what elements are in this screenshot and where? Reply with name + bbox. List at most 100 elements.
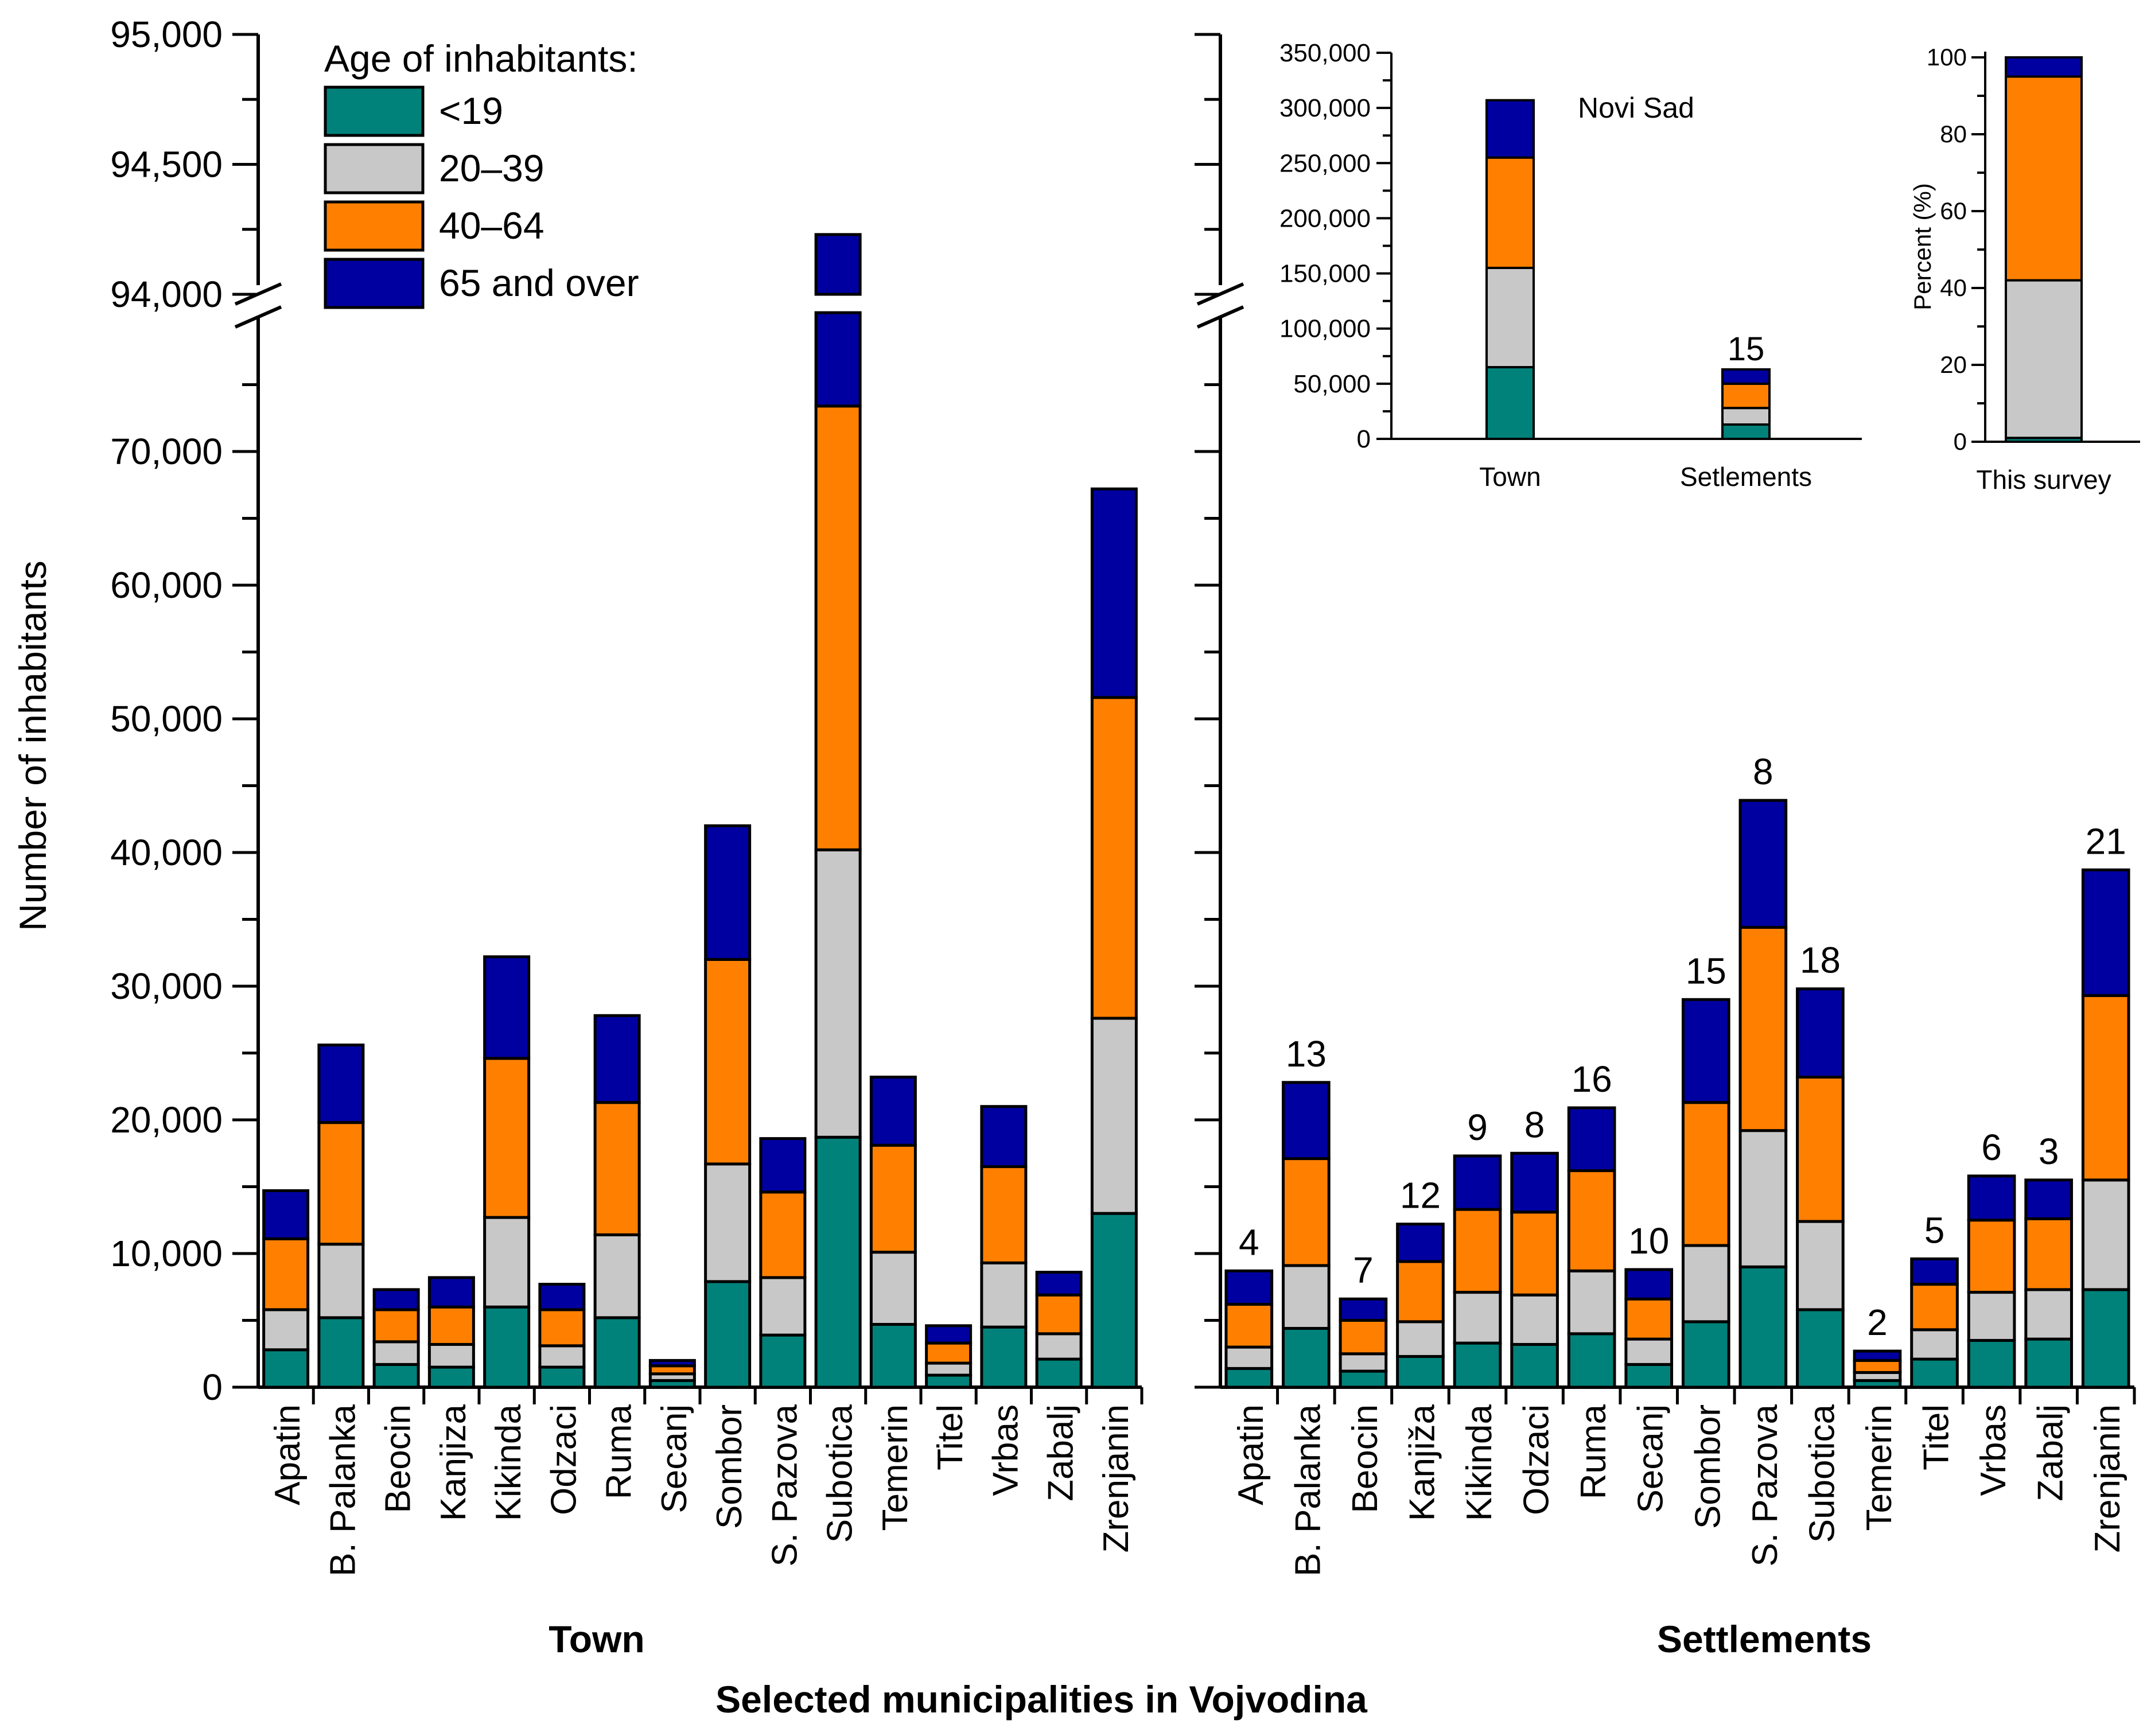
bar-segment (925, 1324, 973, 1345)
category-label: Odzaci (1517, 1404, 1557, 1515)
category-label: Titel (1917, 1404, 1957, 1470)
bar-segment (759, 1190, 807, 1279)
bar-segment (1224, 1367, 1274, 1389)
bar-segment (1567, 1106, 1616, 1173)
legend-swatch (324, 200, 425, 252)
bar-segment (317, 1121, 365, 1246)
bar-segment (483, 1216, 531, 1309)
y-tick-label: 70,000 (110, 431, 223, 472)
bar-segment (1738, 799, 1788, 929)
bar-segment (1796, 1308, 1845, 1389)
y-tick-label: 30,000 (110, 966, 223, 1007)
survey-inset-chart: 0 20 40 60 80 100 Percent (%) This survey (1909, 44, 2140, 495)
y-tick-label: 150,000 (1279, 260, 1371, 288)
bar-segment (1967, 1291, 2016, 1342)
category-label: Sombor (710, 1404, 749, 1529)
bar-segment (538, 1344, 586, 1369)
bar-segment (2024, 1178, 2073, 1220)
bar-count-label: 15 (1686, 950, 1726, 991)
category-label: Temerin (876, 1404, 915, 1531)
legend-label: 40–64 (439, 204, 544, 247)
bar-segment (1090, 1212, 1138, 1389)
legend-swatch (324, 258, 425, 309)
category-label: Vrbas (986, 1404, 1025, 1496)
y-tick-label: 40,000 (110, 832, 223, 873)
bar-segment (2024, 1217, 2073, 1291)
novi-sad-inset-chart: 0 50,000 100,000 150,000 200,000 250,000 300,0… (1279, 39, 1862, 492)
bar-segment (1396, 1354, 1445, 1389)
category-label: Ruma (600, 1404, 639, 1499)
bar-segment (1567, 1332, 1616, 1389)
bar-segment (1339, 1369, 1388, 1389)
category-label: Subotica (820, 1404, 860, 1543)
bar-segment (538, 1365, 586, 1389)
category-label: Zabalj (1041, 1404, 1081, 1501)
bar-segment (1485, 266, 1535, 369)
bar-count-label: 6 (1981, 1127, 2002, 1168)
category-label: S. Pazova (1745, 1404, 1785, 1566)
legend-title: Age of inhabitants: (324, 37, 638, 80)
bar-segment (1910, 1257, 1959, 1286)
bar-segment (925, 1341, 973, 1365)
axis-break-mark (234, 305, 282, 329)
bar-segment (1681, 1101, 1730, 1247)
category-label: This survey (1976, 465, 2111, 495)
bar-segment (1485, 156, 1535, 269)
bar-segment (814, 1135, 862, 1389)
bar-segment (1339, 1297, 1388, 1322)
bar-segment (1282, 1326, 1331, 1389)
bar-segment (1224, 1345, 1274, 1370)
y-tick-label: 95,000 (110, 14, 223, 55)
bar-segment (1035, 1271, 1083, 1297)
bar-segment (1721, 407, 1771, 426)
bar-segment (704, 1162, 752, 1283)
category-label: Apatin (268, 1404, 308, 1505)
category-label: Town (1479, 462, 1541, 492)
settlements-bar-chart: 4 Apatin 13 B. Palanka 7 Beocin 12 Kanjiža 9 Kiki… (1195, 33, 2136, 1577)
legend-label: <19 (439, 89, 503, 132)
bar-count-label: 4 (1239, 1221, 1259, 1263)
bar-segment (1721, 382, 1771, 410)
bar-segment (1681, 998, 1730, 1104)
bar-segment (648, 1359, 696, 1368)
bar-segment (1396, 1320, 1445, 1358)
category-label: Zrenjanin (2088, 1404, 2127, 1552)
bar-segment (1796, 987, 1845, 1079)
bar-count-label: 15 (1728, 330, 1765, 368)
bar-segment (1396, 1260, 1445, 1324)
inset-title: Novi Sad (1578, 92, 1694, 124)
bar-segment (1090, 1017, 1138, 1215)
bar-segment (980, 1325, 1028, 1389)
bar-count-label: 21 (2086, 820, 2126, 862)
bar-segment (1910, 1357, 1959, 1389)
bar-segment (1681, 1244, 1730, 1324)
bar-segment (1967, 1219, 2016, 1294)
bar-segment (2081, 868, 2130, 997)
category-label: Secanj (1631, 1404, 1671, 1513)
y-tick-label: 0 (202, 1367, 223, 1408)
bar-segment (2024, 1337, 2073, 1389)
y-tick-label: 20,000 (110, 1099, 223, 1141)
town-bar-chart: 0 10,000 20,000 30,000 40,000 50,000 60,000 70,… (110, 14, 1143, 1577)
category-label: Odzaci (544, 1404, 584, 1515)
category-label: Ruma (1574, 1404, 1613, 1499)
bar-segment (2081, 1288, 2130, 1389)
bar-segment (814, 848, 862, 1139)
bar-segment (1624, 1337, 1674, 1366)
bar-segment (593, 1101, 641, 1236)
bar-segment (262, 1308, 310, 1352)
bar-segment (1485, 99, 1535, 159)
category-label: Subotica (1802, 1404, 1842, 1543)
y-tick-label: 350,000 (1279, 39, 1371, 67)
axis-break-mark (1196, 305, 1244, 329)
bar-segment (372, 1363, 420, 1389)
bar-segment (1035, 1332, 1083, 1361)
y-tick-label: 0 (1954, 428, 1967, 455)
bar-count-label: 13 (1286, 1033, 1327, 1075)
bar-segment (1796, 1220, 1845, 1311)
bar-segment (1510, 1151, 1559, 1214)
settlements-panel-title: Settlements (1657, 1618, 1872, 1660)
bar-segment (980, 1105, 1028, 1169)
bar-segment (1035, 1357, 1083, 1389)
bar-count-label: 16 (1572, 1058, 1612, 1100)
